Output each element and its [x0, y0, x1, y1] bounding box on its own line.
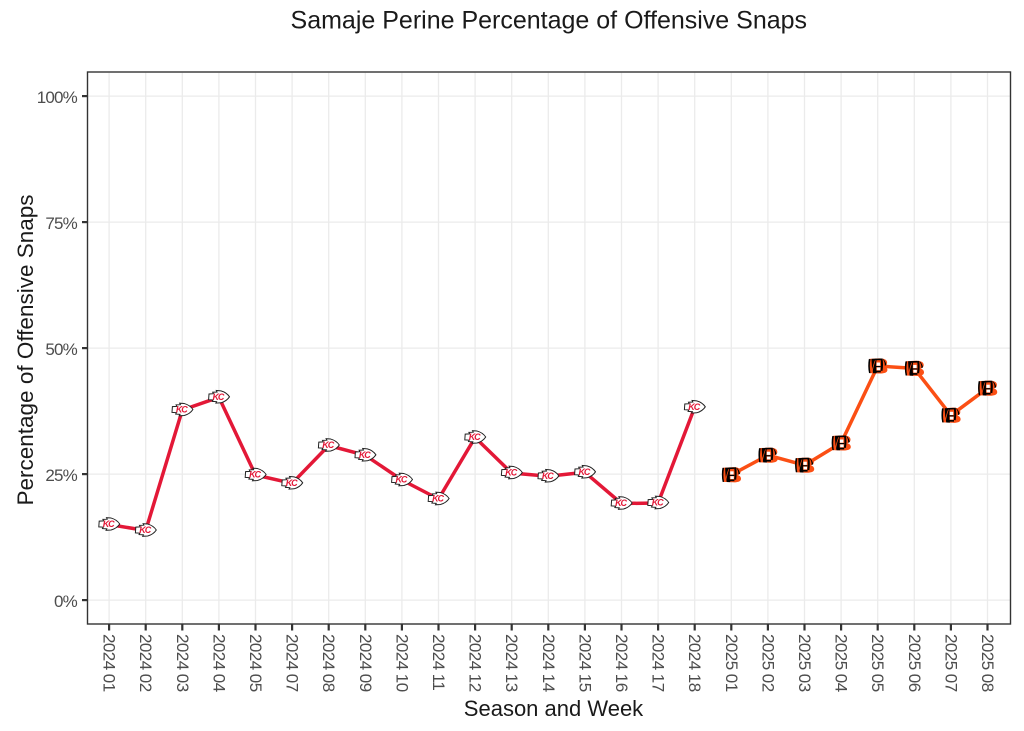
svg-text:50%: 50% [45, 340, 77, 359]
svg-text:2025 03: 2025 03 [795, 634, 814, 692]
svg-text:25%: 25% [45, 466, 77, 485]
svg-text:2024 08: 2024 08 [319, 634, 338, 692]
svg-text:Season and Week: Season and Week [464, 696, 644, 721]
svg-text:2024 16: 2024 16 [612, 634, 631, 692]
svg-text:2024 01: 2024 01 [100, 634, 119, 692]
svg-text:2024 07: 2024 07 [283, 634, 302, 692]
svg-text:2024 03: 2024 03 [173, 634, 192, 692]
svg-text:2024 12: 2024 12 [466, 634, 485, 692]
svg-text:Percentage of Offensive Snaps: Percentage of Offensive Snaps [13, 194, 38, 505]
svg-text:2024 18: 2024 18 [685, 634, 704, 692]
svg-text:2025 01: 2025 01 [722, 634, 741, 692]
svg-text:2024 09: 2024 09 [356, 634, 375, 692]
svg-text:2025 04: 2025 04 [832, 634, 851, 692]
svg-text:Samaje Perine Percentage of Of: Samaje Perine Percentage of Offensive Sn… [291, 7, 808, 35]
svg-text:2025 07: 2025 07 [941, 634, 960, 692]
svg-text:2024 17: 2024 17 [649, 634, 668, 692]
svg-text:0%: 0% [54, 592, 78, 611]
svg-text:2024 11: 2024 11 [429, 634, 448, 690]
svg-text:2025 02: 2025 02 [758, 634, 777, 692]
svg-text:2024 14: 2024 14 [539, 634, 558, 692]
svg-text:2024 05: 2024 05 [246, 634, 265, 692]
svg-text:75%: 75% [45, 214, 77, 233]
svg-text:2024 13: 2024 13 [502, 634, 521, 692]
svg-text:2024 04: 2024 04 [209, 634, 228, 692]
svg-text:2025 08: 2025 08 [978, 634, 997, 692]
svg-text:100%: 100% [37, 88, 78, 107]
svg-text:2024 15: 2024 15 [575, 634, 594, 692]
svg-text:2025 06: 2025 06 [905, 634, 924, 692]
svg-text:2025 05: 2025 05 [868, 634, 887, 692]
svg-text:2024 02: 2024 02 [136, 634, 155, 692]
svg-text:2024 10: 2024 10 [392, 634, 411, 692]
